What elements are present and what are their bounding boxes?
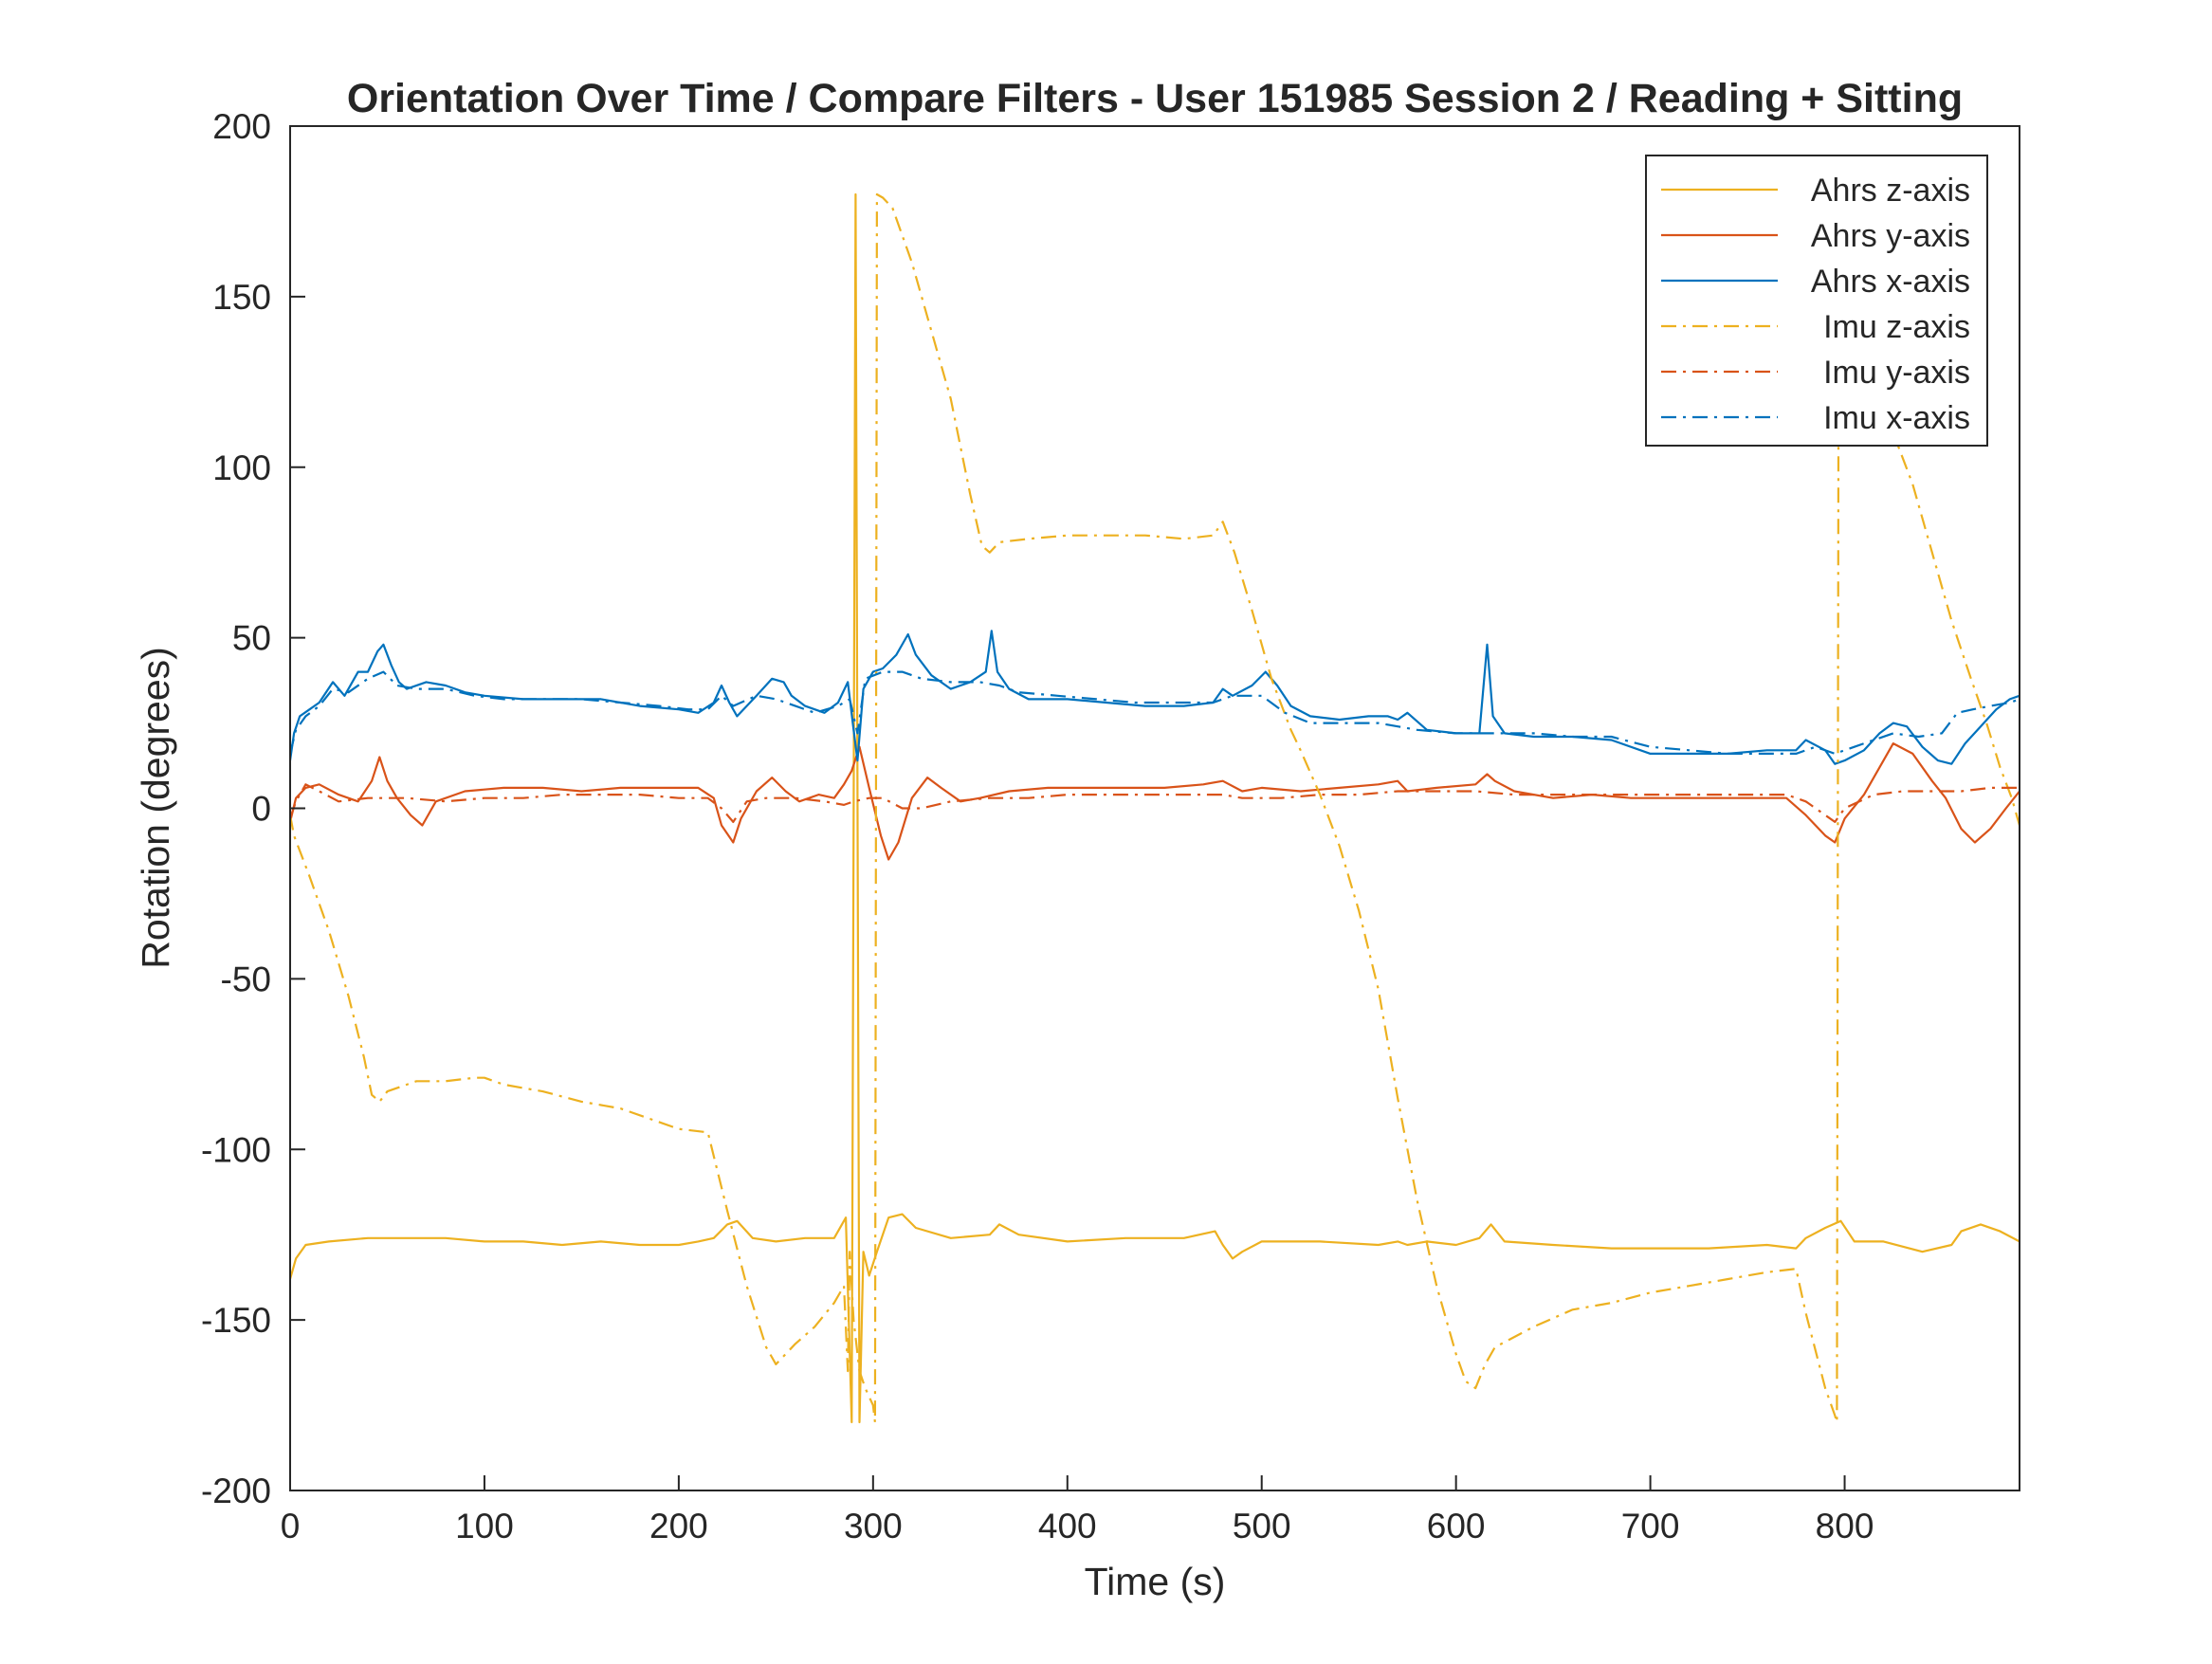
series-line-5 [290, 783, 2020, 823]
legend-label: Imu x-axis [1823, 400, 1970, 436]
legend-label: Ahrs y-axis [1811, 218, 1970, 254]
series-group [290, 192, 2020, 1424]
y-tick-label: 50 [232, 619, 271, 658]
x-axis: 0 100 200 300 400 500 600 700 800 [281, 1475, 1874, 1545]
x-axis-label: Time (s) [1085, 1560, 1226, 1603]
y-tick-label: 150 [212, 278, 271, 317]
y-tick-label: 0 [251, 790, 271, 829]
x-tick-label: 800 [1816, 1507, 1874, 1545]
series-line-3 [290, 630, 2020, 765]
plot-area [289, 125, 2020, 1491]
legend-label: Ahrs x-axis [1811, 264, 1970, 300]
series-line-1 [290, 192, 2020, 1424]
y-tick-label: 200 [212, 107, 271, 146]
x-tick-label: 500 [1233, 1507, 1291, 1545]
x-tick-label: 300 [844, 1507, 903, 1545]
legend-label: Ahrs z-axis [1811, 173, 1970, 209]
y-tick-label: -100 [201, 1130, 271, 1169]
legend-label: Imu y-axis [1823, 355, 1970, 391]
x-tick-label: 100 [455, 1507, 514, 1545]
legend-label: Imu z-axis [1823, 309, 1970, 345]
y-tick-label: -50 [221, 960, 271, 998]
x-tick-label: 0 [281, 1507, 301, 1545]
chart-title: Orientation Over Time / Compare Filters … [347, 76, 1963, 121]
legend-box [1645, 155, 1988, 447]
y-tick-label: -200 [201, 1472, 271, 1510]
x-tick-label: 400 [1038, 1507, 1097, 1545]
y-axis: -200 -150 -100 -50 0 50 100 150 200 [201, 107, 305, 1510]
legend: Ahrs z-axis Ahrs y-axis Ahrs x-axis Imu z-a… [1645, 155, 1988, 447]
y-tick-label: 100 [212, 448, 271, 487]
x-tick-label: 600 [1427, 1507, 1486, 1545]
y-tick-label: -150 [201, 1301, 271, 1340]
x-tick-label: 700 [1621, 1507, 1680, 1545]
y-axis-label: Rotation (degrees) [134, 647, 177, 969]
x-tick-label: 200 [649, 1507, 708, 1545]
series-line-4 [290, 192, 2020, 1424]
